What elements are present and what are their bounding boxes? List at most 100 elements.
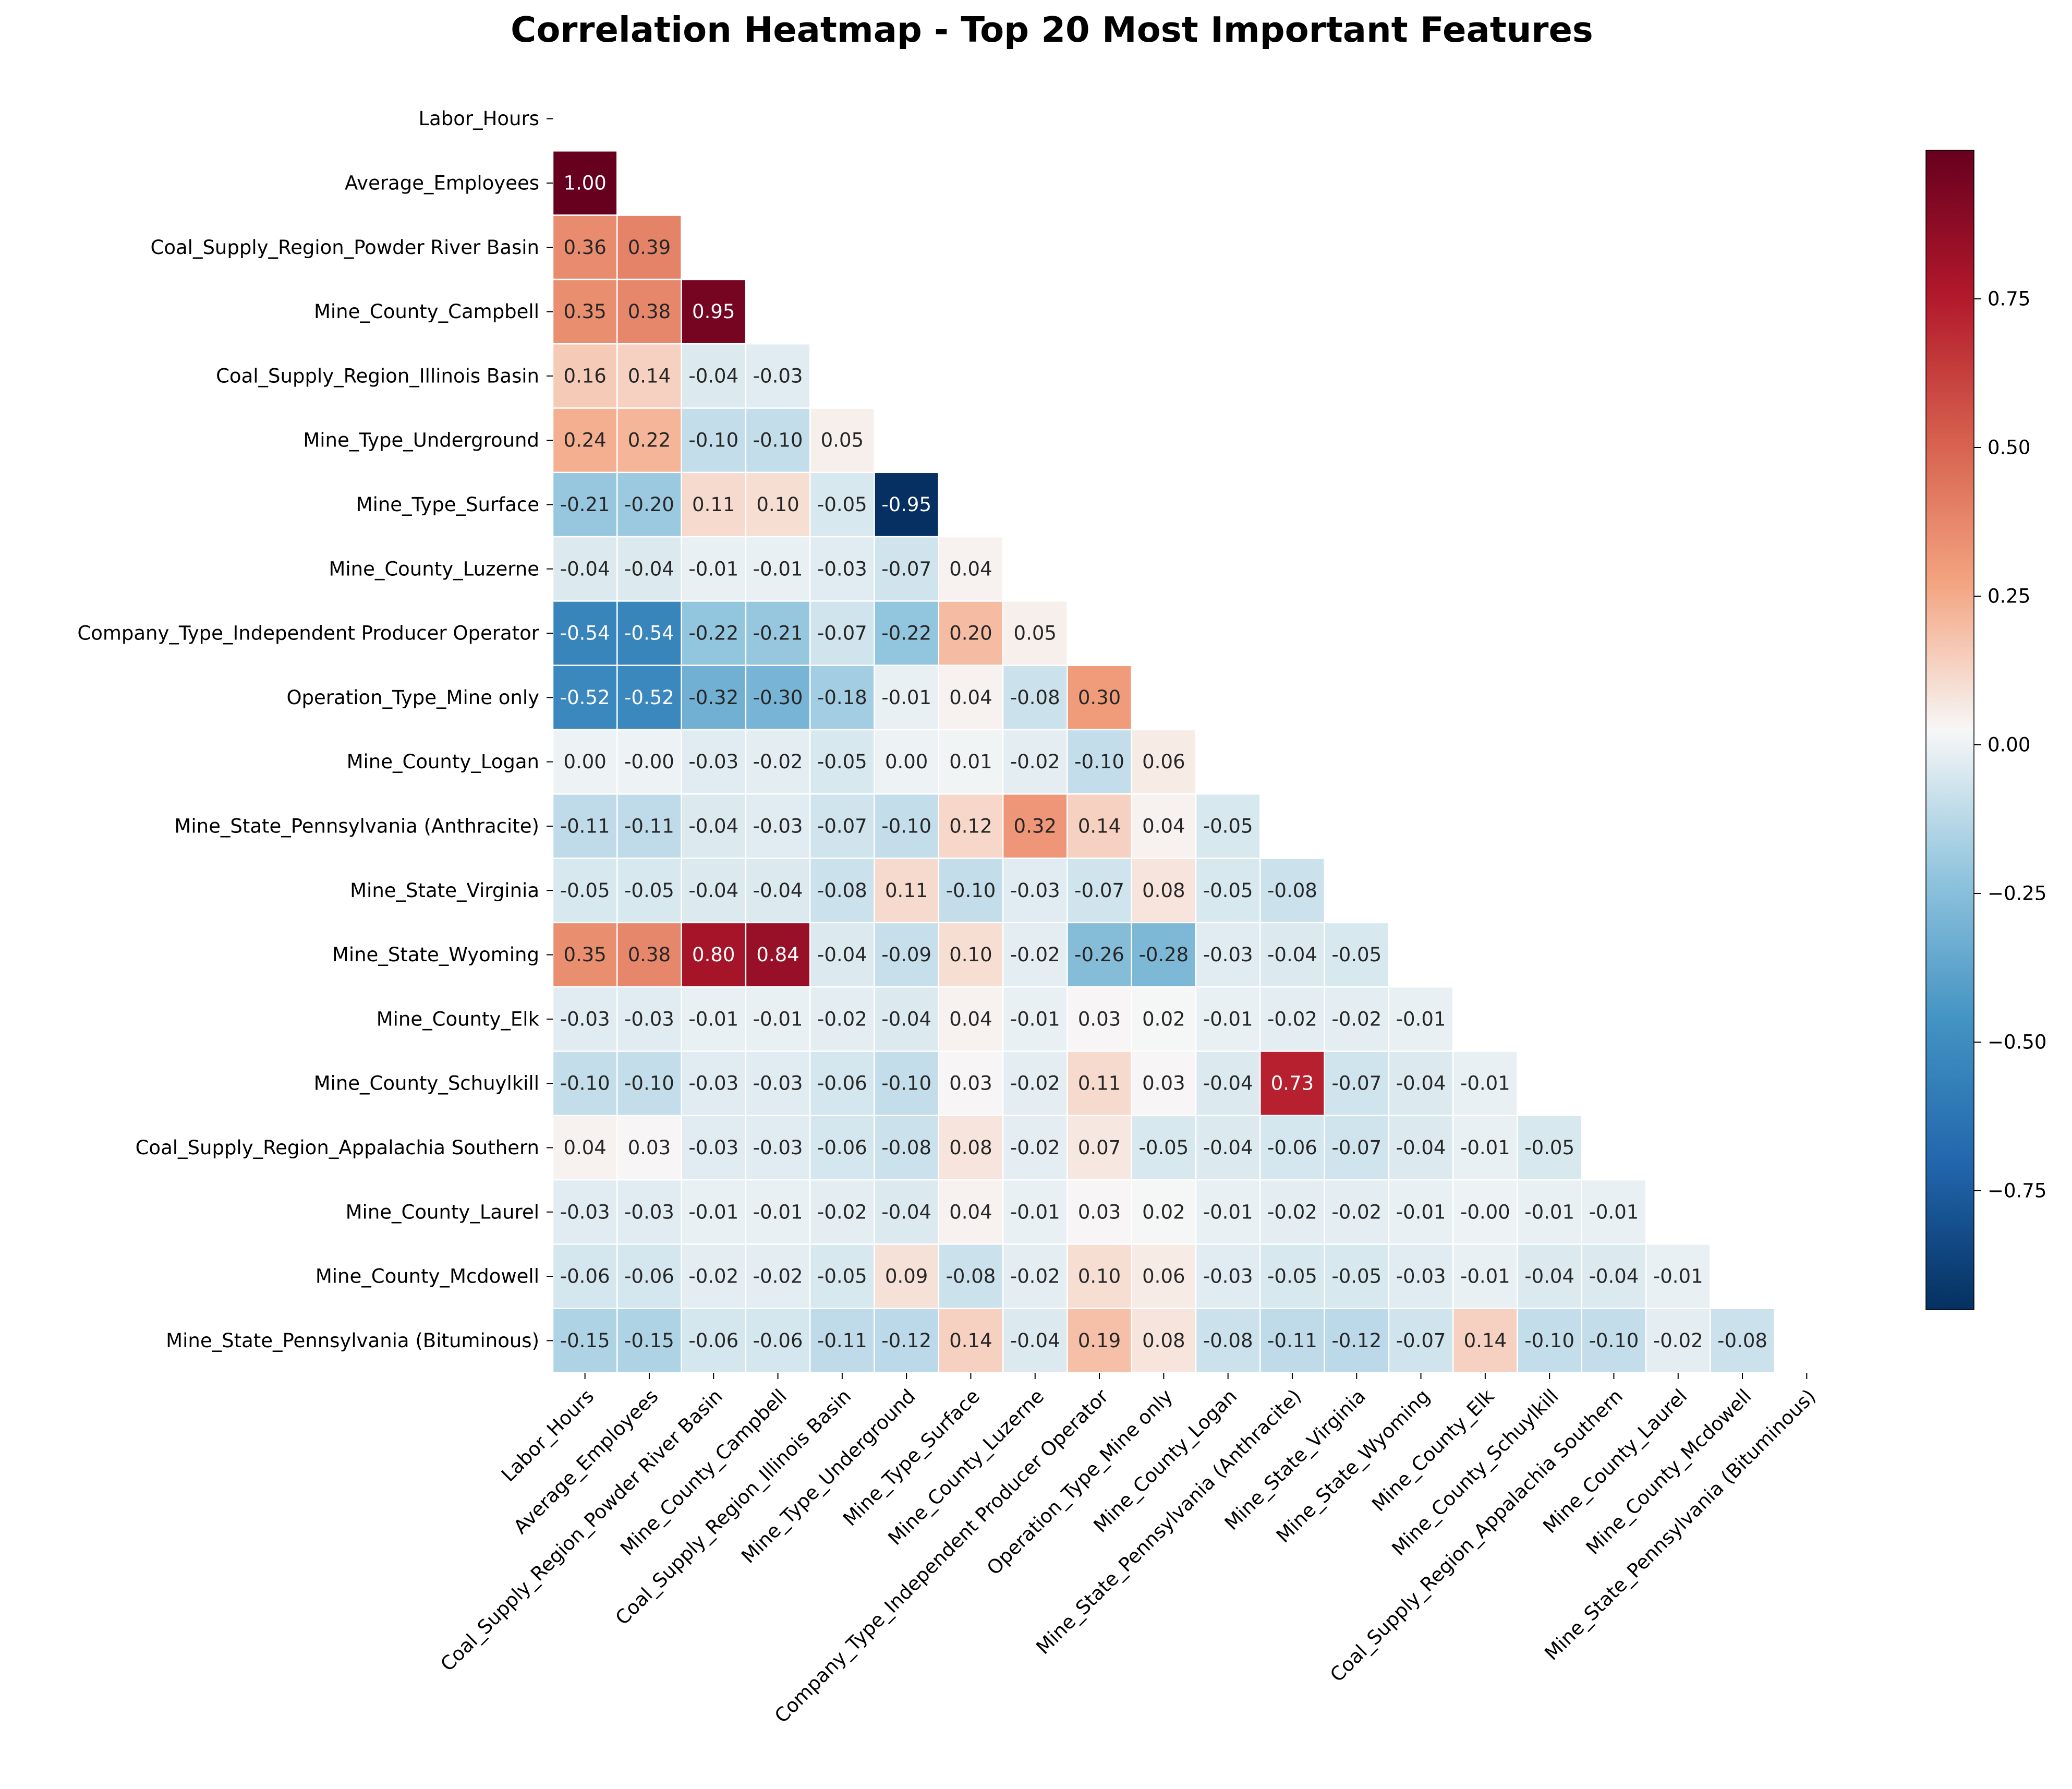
heatmap-cell-r13-c11: [1259, 922, 1325, 988]
cell-value-r14-c0: -0.03: [560, 1008, 610, 1030]
heatmap-cell-r18-c5: [874, 1243, 940, 1309]
heatmap-cell-r10-c5: [874, 729, 940, 795]
heatmap-cells: [552, 150, 1775, 1374]
heatmap-cell-r9-c1: [616, 664, 682, 731]
heatmap-cell-r14-c7: [1002, 986, 1068, 1052]
heatmap-cell-r18-c13: [1388, 1243, 1454, 1309]
colorbar-tick-label: −0.75: [1988, 1180, 2046, 1202]
cell-value-r12-c11: -0.08: [1267, 879, 1317, 902]
cell-value-r15-c1: -0.10: [624, 1072, 674, 1095]
heatmap-cell-r18-c6: [938, 1243, 1004, 1309]
y-label-mine-county-schuylkill: Mine_County_Schuylkill: [314, 1072, 539, 1095]
colorbar-tick-label: −0.25: [1988, 883, 2046, 905]
heatmap-cell-r19-c4: [809, 1308, 875, 1374]
cell-value-r10-c9: 0.06: [1142, 751, 1185, 773]
heatmap-cell-r2-c1: [616, 214, 682, 281]
heatmap-cell-r12-c6: [938, 857, 1004, 924]
cell-value-r13-c4: -0.04: [817, 944, 867, 966]
cell-value-r17-c12: -0.02: [1331, 1201, 1382, 1223]
cell-value-r14-c2: -0.01: [688, 1008, 738, 1030]
colorbar-tick-label: −0.50: [1988, 1031, 2046, 1054]
cell-value-r12-c4: -0.08: [817, 879, 867, 902]
heatmap-cell-r9-c7: [1002, 664, 1068, 731]
cell-value-r19-c4: -0.11: [817, 1329, 867, 1352]
y-label-labor-hours: Labor_Hours: [418, 107, 539, 130]
colorbar-tick-label: 0.50: [1988, 437, 2030, 459]
heatmap-cell-r11-c8: [1067, 793, 1132, 859]
heatmap-cell-r18-c0: [552, 1243, 618, 1309]
cell-value-r8-c6: 0.20: [949, 622, 992, 645]
cell-value-r17-c1: -0.03: [624, 1201, 674, 1223]
heatmap-cell-r19-c2: [681, 1308, 747, 1374]
heatmap-cell-r13-c1: [616, 922, 682, 988]
heatmap-cell-r13-c2: [681, 922, 747, 988]
cell-value-r16-c2: -0.03: [688, 1137, 738, 1159]
cell-value-r16-c3: -0.03: [753, 1137, 803, 1159]
cell-value-r18-c1: -0.06: [624, 1265, 674, 1288]
cell-value-r16-c14: -0.01: [1460, 1137, 1510, 1159]
cell-value-r19-c12: -0.12: [1331, 1329, 1382, 1352]
cell-value-r17-c14: -0.00: [1460, 1201, 1510, 1223]
heatmap-cell-r14-c2: [681, 986, 747, 1052]
heatmap-cell-r5-c1: [616, 407, 682, 474]
cell-value-r17-c10: -0.01: [1203, 1201, 1253, 1223]
cell-value-r14-c11: -0.02: [1267, 1008, 1317, 1030]
heatmap-cell-r8-c1: [616, 600, 682, 666]
cell-value-r18-c9: 0.06: [1142, 1265, 1185, 1288]
cell-value-r13-c11: -0.04: [1267, 944, 1317, 966]
cell-value-r6-c1: -0.20: [624, 493, 674, 516]
cell-value-r19-c13: -0.07: [1396, 1329, 1446, 1352]
cell-value-r15-c10: -0.04: [1203, 1072, 1253, 1095]
cell-value-r14-c3: -0.01: [753, 1008, 803, 1030]
cell-value-r10-c8: -0.10: [1074, 751, 1124, 773]
cell-value-r15-c12: -0.07: [1331, 1072, 1382, 1095]
cell-value-r19-c18: -0.08: [1717, 1329, 1767, 1352]
cell-value-r13-c5: -0.09: [881, 944, 931, 966]
cell-value-r14-c10: -0.01: [1203, 1008, 1253, 1030]
cell-value-r17-c9: 0.02: [1142, 1201, 1185, 1223]
cell-value-r8-c7: 0.05: [1014, 622, 1057, 645]
heatmap-cell-r15-c2: [681, 1050, 747, 1117]
cell-value-r7-c5: -0.07: [881, 558, 931, 580]
heatmap-cell-r8-c7: [1002, 600, 1068, 666]
cell-value-r7-c4: -0.03: [817, 558, 867, 580]
cell-value-r18-c11: -0.05: [1267, 1265, 1317, 1288]
heatmap-cell-r14-c0: [552, 986, 618, 1052]
heatmap-cell-r17-c16: [1581, 1179, 1647, 1245]
y-label-mine-state-wyoming: Mine_State_Wyoming: [332, 944, 539, 966]
heatmap-cell-r15-c9: [1131, 1050, 1197, 1117]
heatmap-cell-r14-c9: [1131, 986, 1197, 1052]
cell-value-r16-c10: -0.04: [1203, 1137, 1253, 1159]
cell-value-r19-c15: -0.10: [1524, 1329, 1574, 1352]
cell-value-r19-c11: -0.11: [1267, 1329, 1317, 1352]
cell-value-r18-c6: -0.08: [946, 1265, 996, 1288]
colorbar-tick-label: 0.25: [1988, 585, 2030, 608]
cell-value-r15-c5: -0.10: [881, 1072, 931, 1095]
cell-value-r6-c4: -0.05: [817, 493, 867, 516]
cell-value-r16-c0: 0.04: [563, 1137, 606, 1159]
heatmap-cell-r7-c4: [809, 536, 875, 602]
y-label-mine-type-underground: Mine_Type_Underground: [303, 429, 539, 452]
y-label-company-type-independent-producer-operator: Company_Type_Independent Producer Operat…: [77, 622, 539, 645]
cell-value-r12-c2: -0.04: [688, 879, 738, 902]
heatmap-cell-r10-c3: [745, 729, 811, 795]
heatmap-cell-r12-c11: [1259, 857, 1325, 924]
cell-value-r18-c0: -0.06: [560, 1265, 610, 1288]
heatmap-cell-r19-c0: [552, 1308, 618, 1374]
cell-value-r16-c9: -0.05: [1138, 1137, 1189, 1159]
cell-value-r14-c1: -0.03: [624, 1008, 674, 1030]
cell-value-r7-c2: -0.01: [688, 558, 738, 580]
cell-value-r18-c16: -0.04: [1589, 1265, 1639, 1288]
heatmap-cell-r7-c1: [616, 536, 682, 602]
heatmap-cell-r7-c3: [745, 536, 811, 602]
heatmap-cell-r18-c14: [1452, 1243, 1518, 1309]
heatmap-cell-r7-c0: [552, 536, 618, 602]
y-label-average-employees: Average_Employees: [345, 172, 539, 194]
cell-value-r5-c0: 0.24: [563, 429, 606, 452]
cell-value-r18-c15: -0.04: [1524, 1265, 1574, 1288]
cell-value-r12-c10: -0.05: [1203, 879, 1253, 902]
cell-value-r2-c1: 0.39: [628, 236, 671, 259]
y-label-coal-supply-region-illinois-basin: Coal_Supply_Region_Illinois Basin: [216, 365, 539, 387]
heatmap-cell-r5-c2: [681, 407, 747, 474]
cell-value-r19-c17: -0.02: [1653, 1329, 1703, 1352]
